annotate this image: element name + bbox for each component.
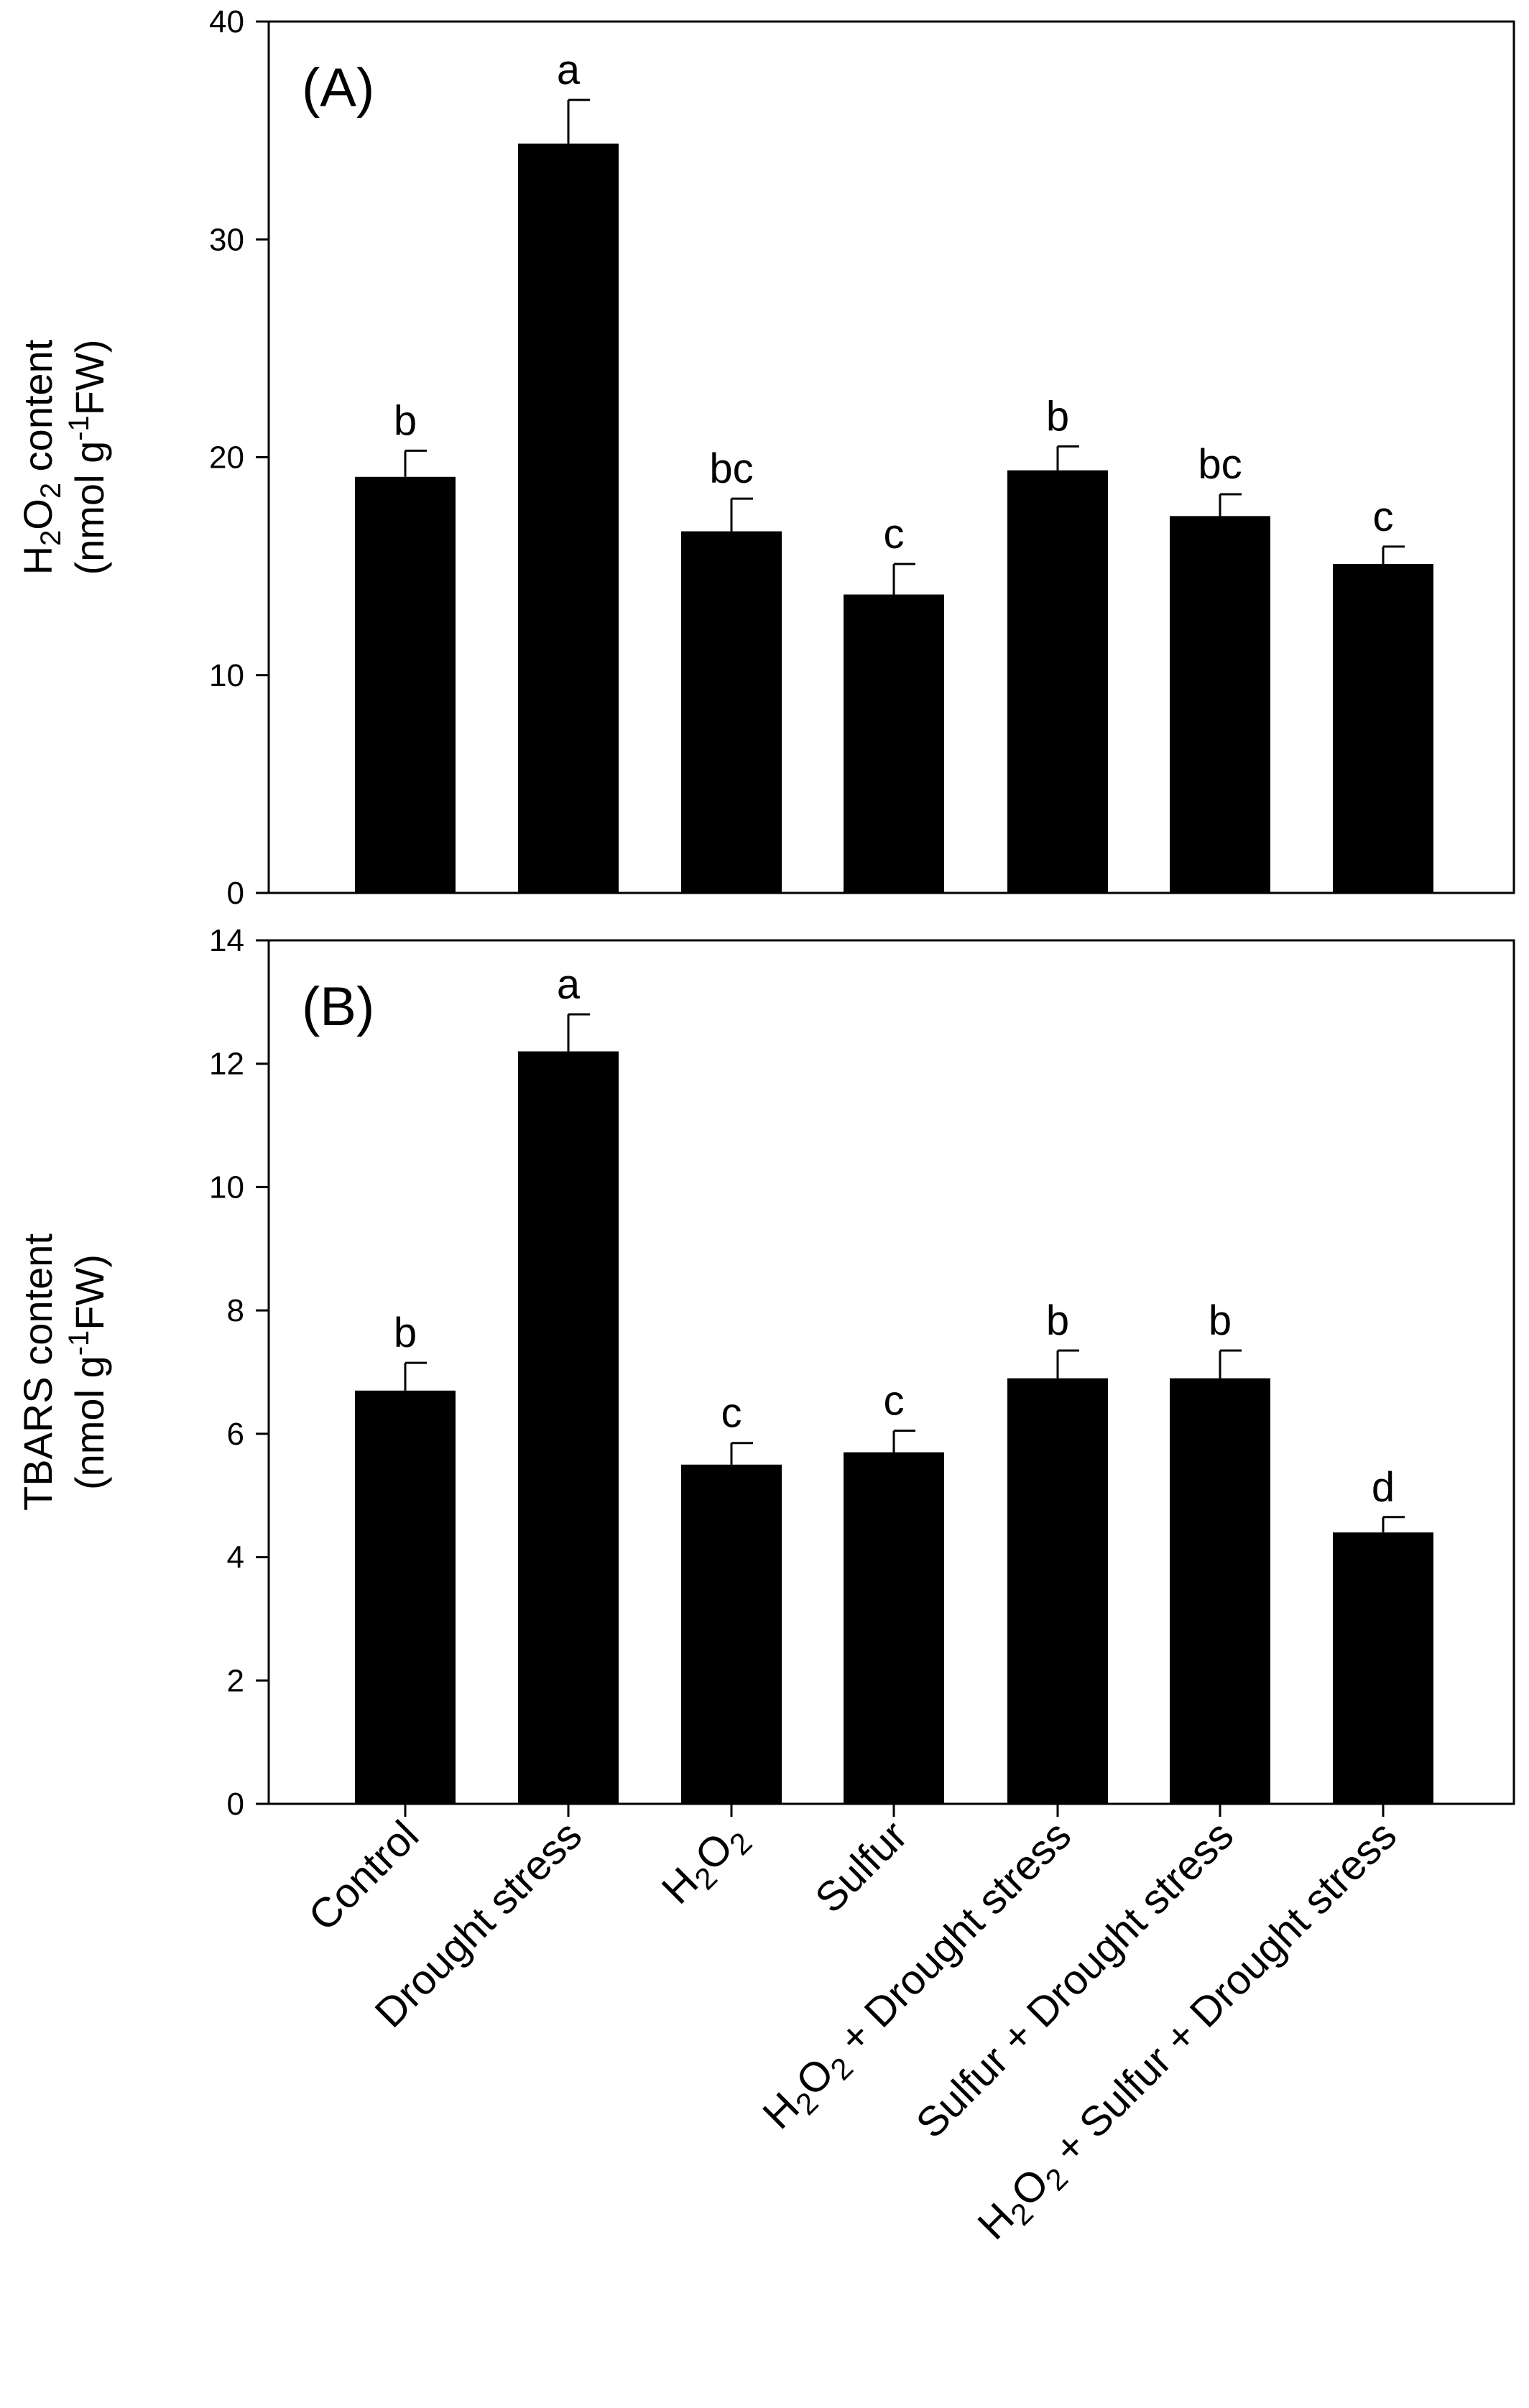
significance-letter: bc	[1198, 441, 1242, 488]
bar	[355, 476, 456, 893]
significance-letter: c	[721, 1390, 742, 1437]
significance-letter: c	[1373, 494, 1394, 540]
panel-b-y-axis-title-line2: (nmol g-1FW)	[63, 1254, 112, 1490]
y-tick-label: 6	[227, 1417, 244, 1452]
panel-a-y-axis-title-line1: H2O2 content	[15, 339, 67, 575]
panel-b-y-axis: 0 2 4 6 8 10 12 14	[209, 923, 269, 1822]
bar	[1007, 1378, 1108, 1804]
y-tick-label: 8	[227, 1293, 244, 1328]
bar	[518, 1051, 619, 1804]
panel-a-bars	[355, 143, 1433, 893]
y-tick-label: 10	[209, 658, 244, 693]
significance-letter: bc	[709, 445, 753, 492]
significance-letter: a	[557, 47, 581, 93]
bar	[1170, 516, 1270, 893]
panel-b-label: (B)	[302, 976, 374, 1037]
y-tick-label: 12	[209, 1047, 244, 1082]
bar	[1333, 1532, 1433, 1804]
significance-letter: d	[1372, 1464, 1395, 1511]
bar	[844, 1452, 944, 1804]
bar	[1333, 564, 1433, 893]
y-tick-label: 0	[227, 1787, 244, 1822]
significance-letter: c	[884, 511, 905, 557]
panel-a-error-bars	[404, 98, 1405, 595]
bar	[1170, 1378, 1270, 1804]
significance-letter: c	[884, 1378, 905, 1425]
panel-a-y-axis-title-line2: (nmol g-1FW)	[63, 339, 112, 575]
y-tick-label: 14	[209, 923, 244, 958]
panel-b-y-axis-title-line1: TBARS content	[15, 1233, 60, 1511]
panel-a-y-axis: 0 10 20 30 40	[209, 4, 269, 911]
bar	[844, 594, 944, 893]
bar	[681, 531, 782, 893]
y-tick-label: 40	[209, 4, 244, 40]
panel-b-bars	[355, 1051, 1433, 1804]
panel-a: 0 10 20 30 40 b a bc c b bc c (A) H2O2 content (nm…	[15, 4, 1515, 911]
y-tick-label: 2	[227, 1663, 244, 1698]
panel-b: 0 2 4 6 8 10 12 14 b a c c b b d (B) TBARS content (n…	[15, 923, 1515, 1822]
y-tick-label: 30	[209, 222, 244, 257]
y-tick-label: 10	[209, 1170, 244, 1205]
significance-letter: a	[557, 961, 581, 1008]
y-tick-label: 4	[227, 1540, 244, 1575]
y-tick-label: 20	[209, 440, 244, 476]
significance-letter: b	[394, 1310, 417, 1356]
y-tick-label: 0	[227, 876, 244, 911]
significance-letter: b	[1046, 1297, 1069, 1344]
panel-a-significance-letters: b a bc c b bc c	[394, 47, 1394, 557]
panel-b-error-bars	[404, 1013, 1405, 1533]
bar	[1007, 470, 1108, 893]
bar	[355, 1390, 456, 1804]
significance-letter: b	[1209, 1297, 1232, 1344]
significance-letter: b	[394, 397, 417, 444]
bar	[518, 143, 619, 893]
panel-b-significance-letters: b a c c b b d	[394, 961, 1395, 1511]
bar	[681, 1464, 782, 1804]
significance-letter: b	[1046, 393, 1069, 440]
panel-a-label: (A)	[302, 57, 374, 119]
